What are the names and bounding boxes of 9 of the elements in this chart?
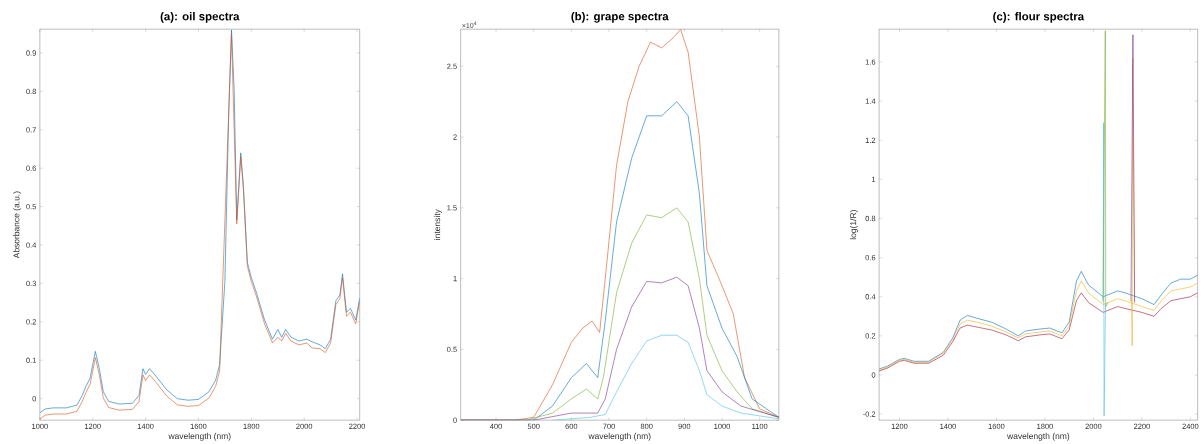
x-axis-title: wavelength (nm)	[168, 432, 231, 441]
chart-title: (a): oil spectra	[160, 11, 240, 23]
y-axis-title: Absorbance (a.u.)	[13, 191, 22, 259]
chart-title: (c): flour spectra	[993, 11, 1085, 23]
x-axis-title: wavelength (nm)	[1007, 432, 1070, 441]
y-axis-title: intensity	[433, 209, 442, 240]
y-axis-title: log(1/R)	[849, 210, 858, 240]
chart-title: (b): grape spectra	[571, 11, 669, 23]
x-axis-title: wavelength (nm)	[588, 432, 651, 441]
